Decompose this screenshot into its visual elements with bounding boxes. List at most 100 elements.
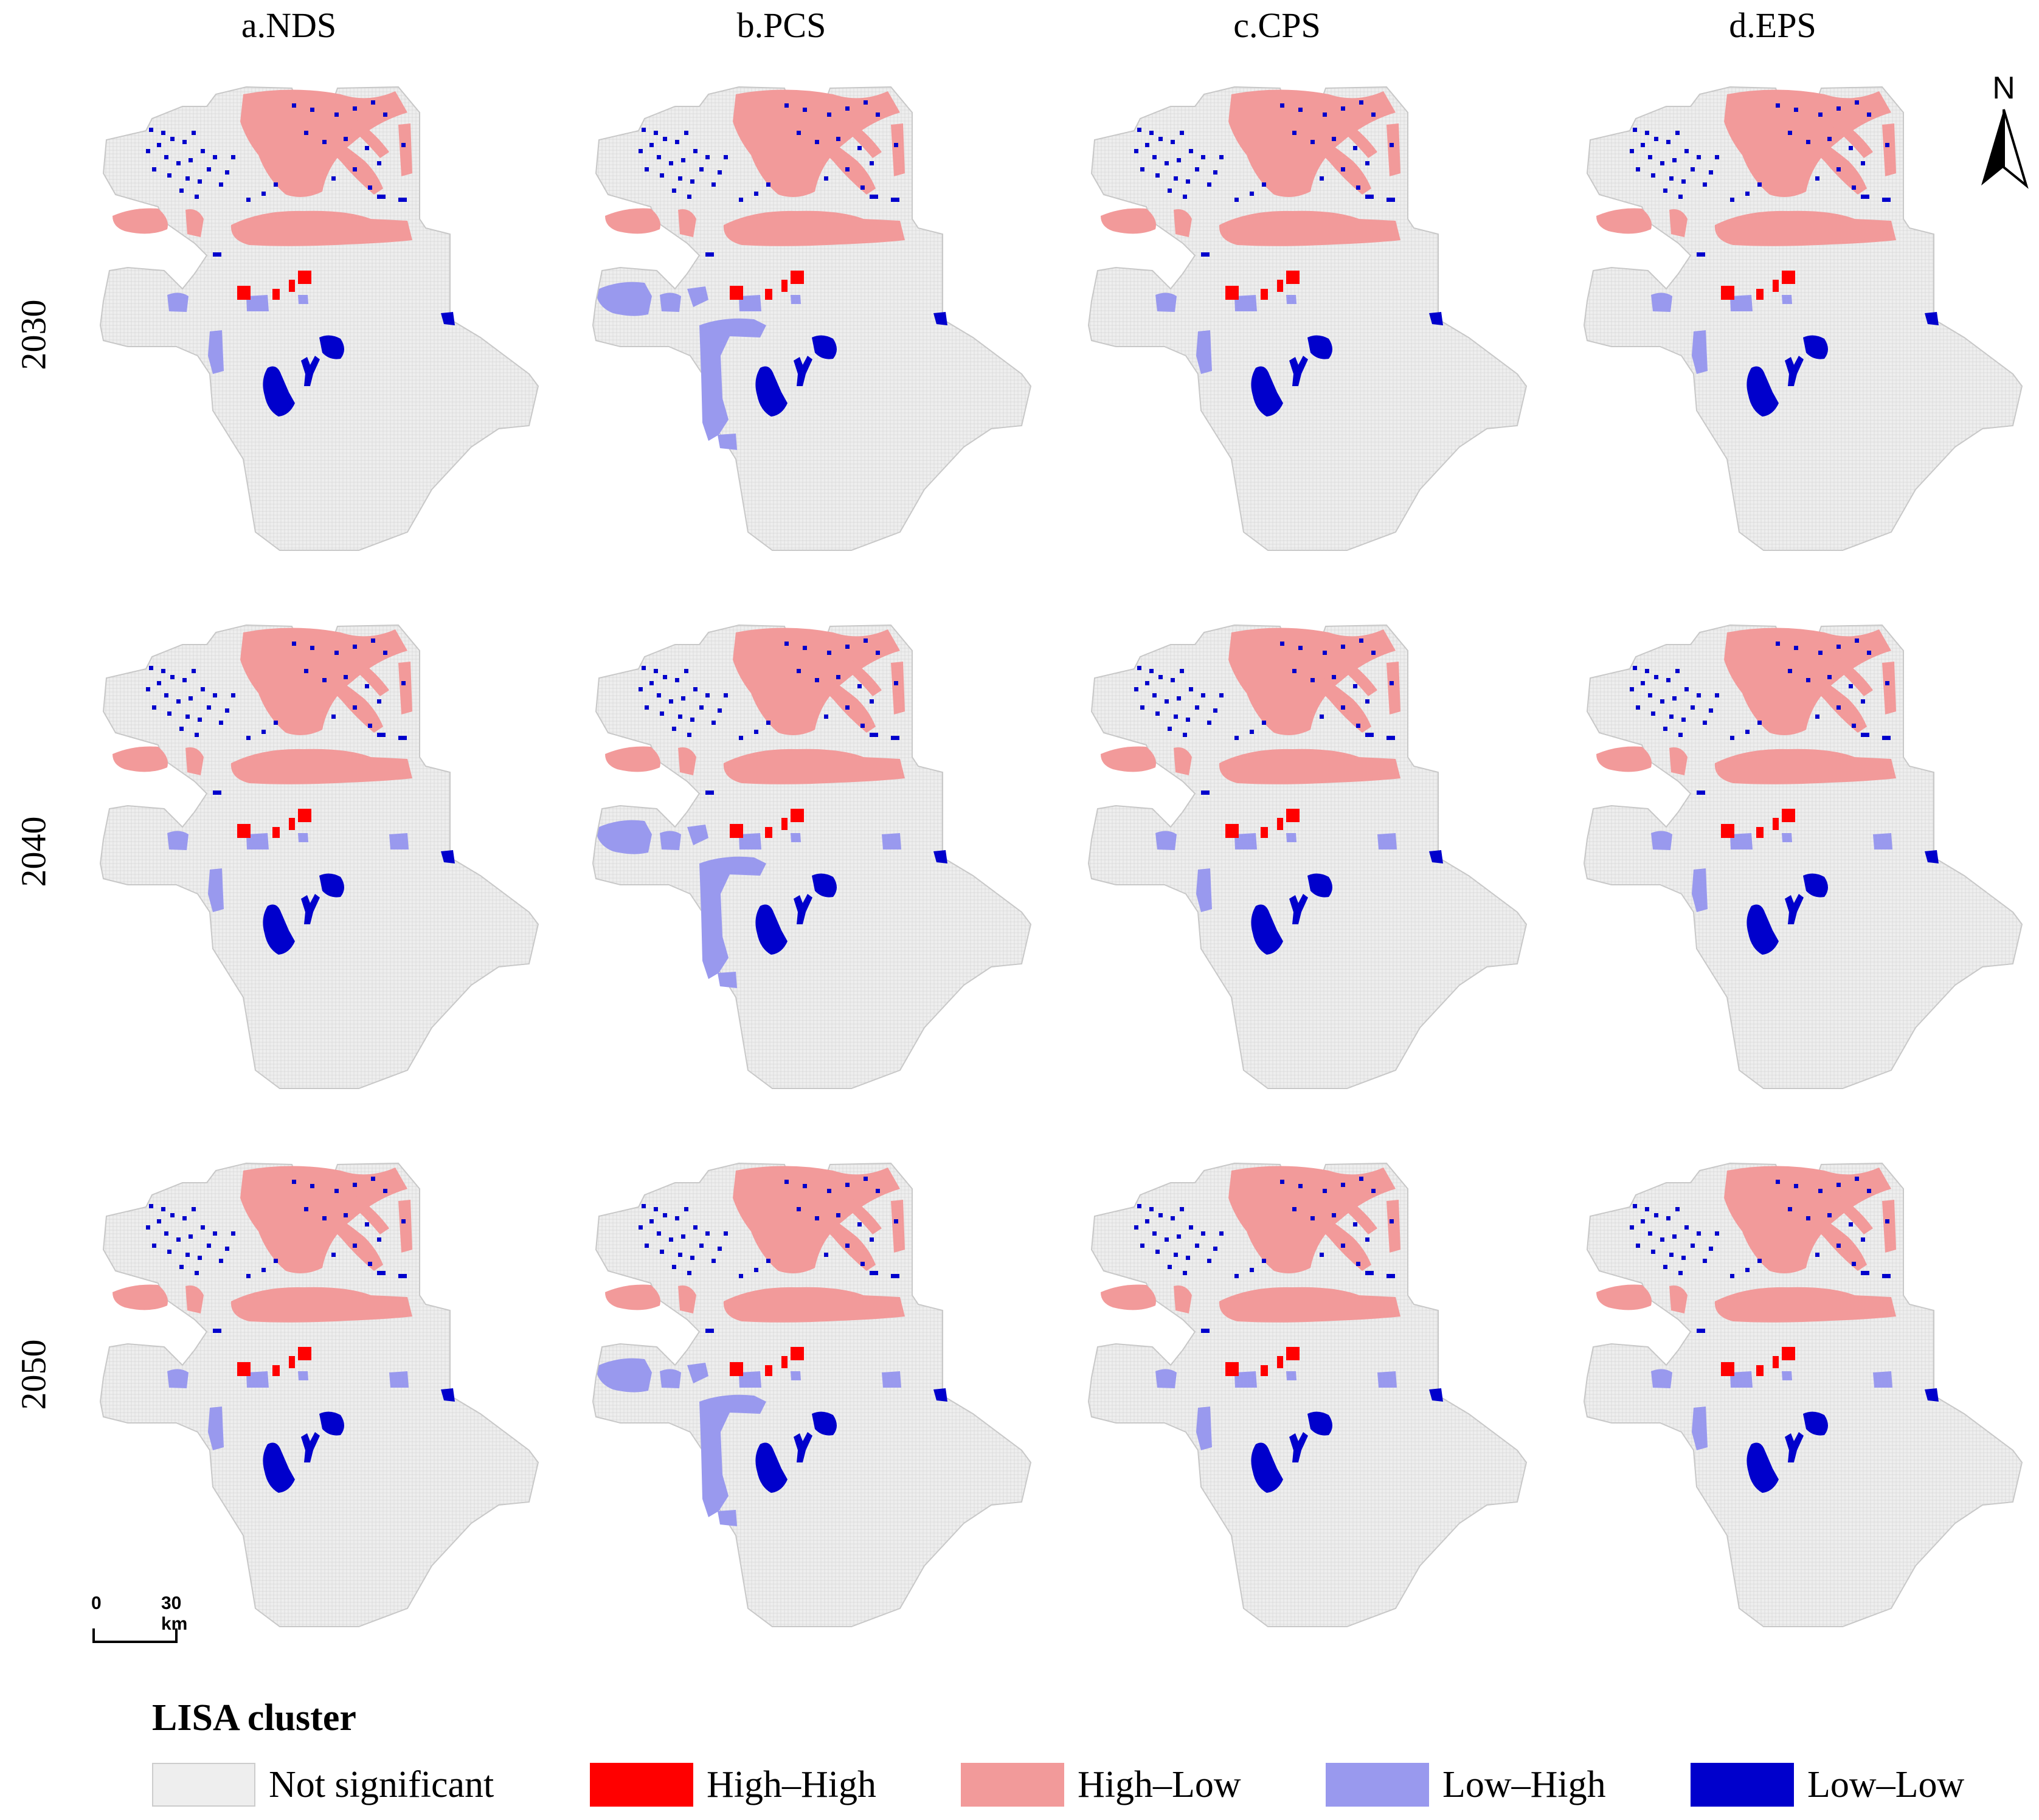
high-high-cluster — [237, 286, 251, 300]
high-high-cluster — [765, 1365, 772, 1376]
low-low-cell — [353, 167, 357, 171]
legend-swatch-high-high — [590, 1763, 693, 1807]
low-high-cluster — [298, 1371, 308, 1380]
low-low-cluster — [1803, 1411, 1828, 1436]
low-low-cell — [189, 1234, 193, 1239]
low-low-cell — [857, 1222, 862, 1227]
low-low-cell — [687, 733, 691, 737]
low-low-cell — [1262, 721, 1266, 725]
low-high-cluster — [597, 1358, 652, 1393]
low-low-cell — [1697, 1329, 1705, 1333]
high-low-cluster — [1803, 131, 1867, 195]
low-low-cell — [860, 724, 865, 728]
low-low-cell — [1359, 1177, 1363, 1181]
low-low-cell — [645, 167, 649, 171]
low-low-cell — [353, 705, 357, 710]
low-low-cell — [803, 646, 807, 650]
high-low-cluster — [398, 123, 412, 176]
low-low-cell — [784, 1180, 789, 1184]
low-low-cell — [1213, 708, 1217, 713]
low-low-cell — [213, 791, 221, 795]
low-low-cell — [684, 1207, 688, 1211]
row-label-2050: 2050 — [13, 1339, 54, 1410]
lisa-cluster-map — [1087, 1162, 1528, 1627]
low-high-cluster — [246, 295, 269, 311]
map-panel-2030-4 — [1575, 70, 2037, 581]
map-panel-2040-3 — [1079, 608, 1542, 1119]
high-high-cluster — [289, 280, 295, 292]
high-low-cluster — [1803, 669, 1867, 733]
low-low-cell — [1332, 137, 1336, 141]
high-low-cluster — [1882, 662, 1896, 715]
study-area-not-significant — [99, 624, 539, 1089]
low-low-cell — [870, 1271, 878, 1275]
high-low-cluster — [1386, 1200, 1400, 1253]
high-high-cluster — [791, 1347, 804, 1360]
low-low-cell — [231, 1231, 235, 1236]
low-low-cell — [1341, 705, 1345, 710]
low-low-cell — [1332, 1213, 1336, 1217]
high-high-cluster — [1756, 1365, 1764, 1376]
low-low-cell — [176, 161, 181, 165]
low-low-cell — [1633, 128, 1637, 132]
low-low-cell — [1341, 1183, 1345, 1187]
low-low-cell — [836, 675, 840, 679]
low-low-cell — [857, 146, 862, 150]
high-high-cluster — [298, 1347, 311, 1360]
low-low-cell — [1310, 140, 1315, 144]
high-low-cluster — [319, 669, 383, 733]
high-high-cluster — [1773, 280, 1779, 292]
low-low-cell — [663, 1213, 667, 1217]
low-low-cell — [149, 1204, 153, 1208]
high-low-cluster — [113, 746, 168, 772]
low-low-cell — [192, 669, 196, 673]
low-low-cell — [1867, 651, 1871, 655]
low-low-cell — [754, 192, 758, 196]
low-low-cell — [1645, 669, 1649, 673]
low-low-cell — [365, 1222, 369, 1227]
high-high-cluster — [1261, 289, 1268, 300]
low-high-cluster — [1730, 1371, 1753, 1388]
low-low-cell — [1165, 1237, 1169, 1242]
high-low-cluster — [1386, 123, 1400, 176]
low-low-cell — [334, 651, 339, 655]
high-high-cluster — [1756, 289, 1764, 300]
high-low-cluster — [1669, 747, 1688, 775]
low-high-cluster — [1730, 833, 1753, 849]
low-low-cell — [1855, 1177, 1859, 1181]
low-high-cluster — [389, 1371, 409, 1388]
high-low-cluster — [1307, 669, 1371, 733]
high-high-cluster — [237, 824, 251, 838]
low-low-cell — [161, 1207, 165, 1211]
lisa-cluster-map — [1583, 624, 2023, 1089]
low-low-cell — [870, 733, 878, 737]
high-low-cluster — [1335, 654, 1377, 696]
low-low-cell — [845, 1244, 850, 1248]
low-low-cell — [1806, 1216, 1810, 1220]
low-low-cell — [845, 705, 850, 710]
low-low-cell — [219, 1259, 223, 1263]
low-low-cluster — [319, 335, 344, 359]
low-low-cluster — [441, 850, 455, 863]
low-low-cell — [157, 681, 161, 685]
low-high-cluster — [660, 1369, 681, 1388]
low-high-cluster — [882, 833, 901, 849]
low-low-cell — [1757, 1259, 1762, 1263]
low-high-cluster — [660, 292, 681, 312]
low-low-cell — [1757, 182, 1762, 187]
north-arrow-right-half — [2003, 109, 2029, 189]
low-low-cell — [1776, 642, 1780, 646]
low-low-cell — [331, 715, 336, 719]
low-low-cell — [274, 721, 278, 725]
low-low-cluster — [301, 1432, 320, 1462]
low-low-cell — [1189, 1225, 1193, 1230]
low-low-cell — [870, 161, 874, 165]
high-low-cluster — [1101, 208, 1156, 234]
low-low-cell — [213, 693, 217, 697]
low-low-cell — [1320, 1253, 1324, 1257]
low-low-cell — [1207, 182, 1211, 187]
low-high-cluster — [1782, 295, 1792, 304]
low-low-cell — [699, 167, 704, 171]
low-low-cell — [1180, 1207, 1184, 1211]
low-low-cell — [401, 1219, 406, 1223]
